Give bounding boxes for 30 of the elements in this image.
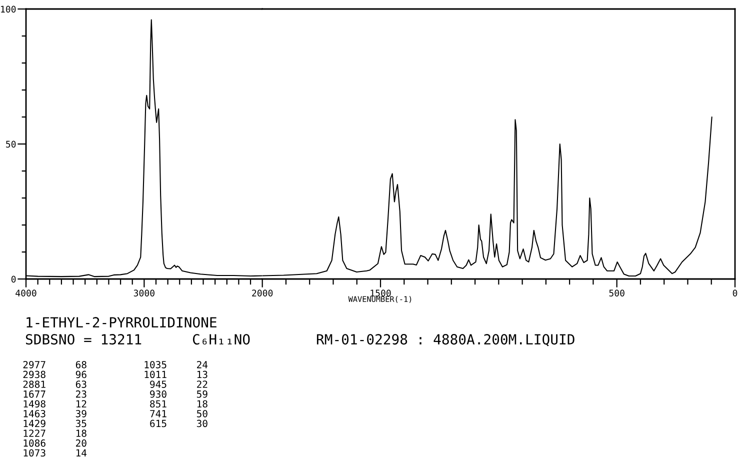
y-tick-label: 50 xyxy=(6,140,16,148)
text: 945 22 xyxy=(150,380,208,388)
text: 2977 68 xyxy=(23,360,86,368)
text: SDBSNO = 13211 xyxy=(26,334,142,345)
text: 1429 35 xyxy=(24,420,86,428)
text: 1677 23 xyxy=(24,390,86,398)
text: C₆H₁₁NO xyxy=(192,334,250,345)
text: 1086 20 xyxy=(24,439,86,447)
text: 930 59 xyxy=(150,390,208,398)
text: RM-01-02298 : 4880A.200M.LIQUID xyxy=(316,334,574,346)
text: 1011 13 xyxy=(144,370,208,378)
text: 615 30 xyxy=(150,420,208,428)
y-tick-label: 100 xyxy=(1,6,16,13)
text: 1498 12 xyxy=(24,400,86,408)
text: 1073 14 xyxy=(24,449,87,457)
text: 1035 24 xyxy=(144,360,208,368)
x-tick-label: 4000 xyxy=(16,290,36,296)
x-tick-label: 1500 xyxy=(370,290,391,296)
text: 1227 18 xyxy=(24,430,86,437)
x-tick-label: 500 xyxy=(609,290,624,296)
x-tick-label: 3000 xyxy=(134,290,154,296)
text: 1-ETHYL-2-PYRROLIDINONE xyxy=(26,317,216,328)
text: 741 50 xyxy=(150,410,208,418)
text: 1463 39 xyxy=(24,410,86,418)
x-tick-label: 0 xyxy=(732,290,738,296)
text: 2938 96 xyxy=(23,370,86,378)
text: 2881 63 xyxy=(23,380,86,388)
y-tick-label: 0 xyxy=(11,276,16,283)
text: 851 18 xyxy=(150,400,208,408)
x-tick-label: 2000 xyxy=(252,290,273,296)
